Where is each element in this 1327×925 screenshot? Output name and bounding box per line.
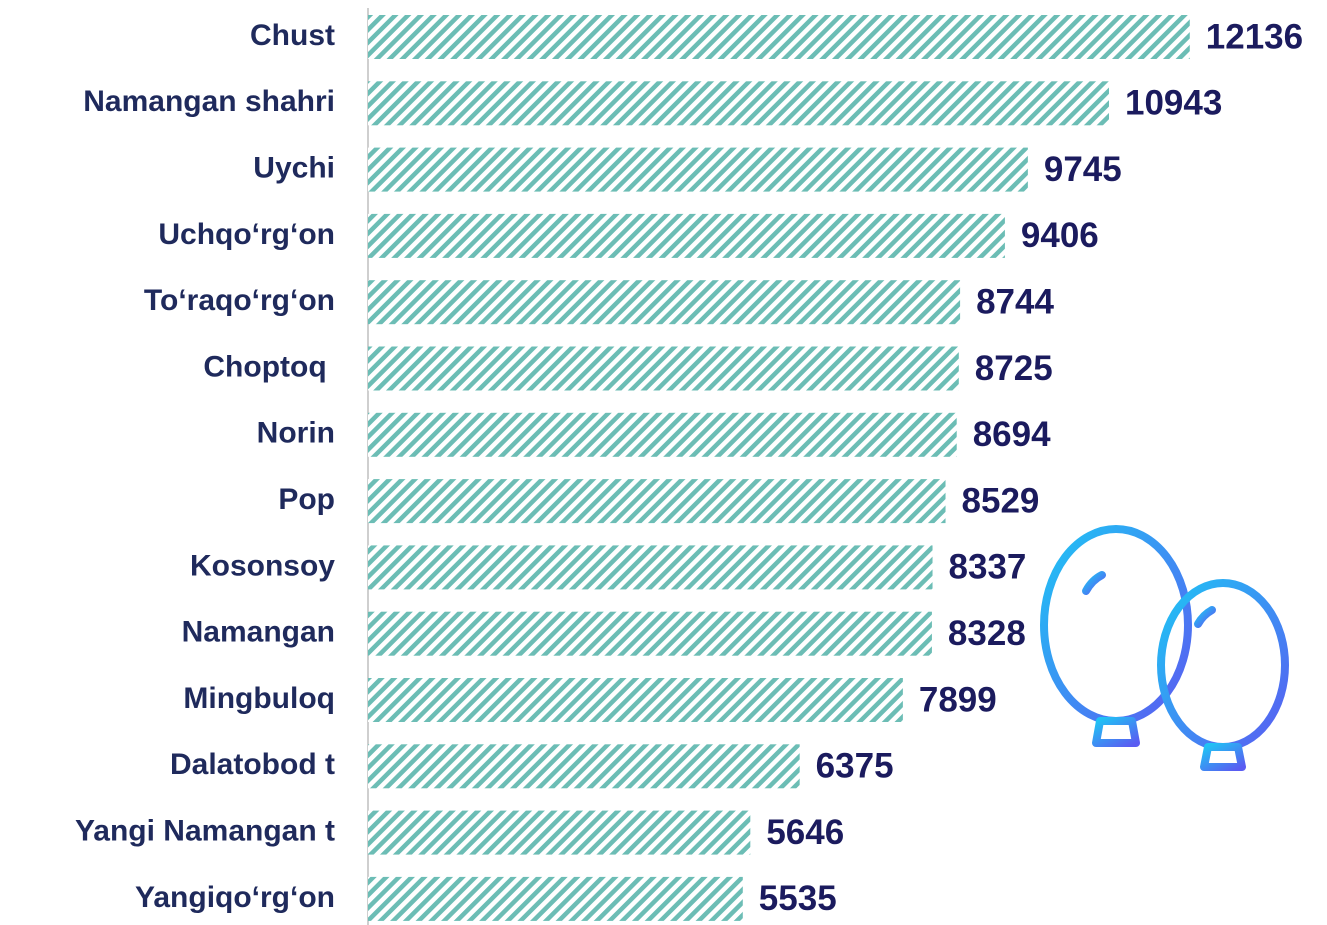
value-label: 6375: [816, 747, 894, 786]
category-label: Chust: [250, 19, 335, 52]
bar: [368, 15, 1190, 59]
bar: [368, 213, 1005, 258]
category-label: Kosonsoy: [190, 549, 335, 582]
value-label: 12136: [1206, 17, 1303, 56]
bar: [368, 81, 1109, 126]
bar: [368, 147, 1028, 192]
category-label: Yangiqo‘rg‘on: [135, 881, 335, 914]
value-label: 8744: [976, 282, 1054, 321]
value-label: 8694: [973, 415, 1051, 454]
category-label: Norin: [257, 417, 335, 450]
value-label: 8337: [949, 548, 1027, 587]
category-label: To‘raqo‘rg‘on: [144, 284, 335, 317]
bar: [368, 346, 959, 391]
category-label: Yangi Namangan t: [75, 815, 335, 848]
value-label: 8725: [975, 349, 1053, 388]
bar: [368, 479, 946, 524]
category-label: Mingbuloq: [183, 682, 335, 715]
bar: [368, 412, 957, 457]
value-label: 7899: [919, 680, 997, 719]
category-label: Pop: [278, 483, 335, 516]
bar: [368, 280, 961, 325]
category-label: Choptoq: [203, 350, 335, 383]
bar: [368, 876, 743, 921]
bar: [368, 744, 800, 789]
value-label: 5535: [759, 879, 837, 918]
bar: [368, 545, 933, 590]
category-label: Namangan: [182, 616, 335, 649]
value-label: 9745: [1044, 150, 1122, 189]
category-label: Uychi: [253, 152, 335, 185]
balloons-icon: [1040, 525, 1289, 876]
category-label: Namangan shahri: [83, 85, 335, 118]
value-label: 5646: [766, 813, 844, 852]
category-label: Dalatobod t: [170, 748, 335, 781]
bar: [368, 678, 903, 722]
value-label: 8529: [962, 481, 1040, 520]
bar: [368, 810, 751, 855]
bar: [368, 611, 932, 656]
value-label: 10943: [1125, 84, 1222, 123]
value-label: 8328: [948, 614, 1026, 653]
category-label: Uchqo‘rg‘on: [158, 218, 335, 251]
value-label: 9406: [1021, 216, 1099, 255]
